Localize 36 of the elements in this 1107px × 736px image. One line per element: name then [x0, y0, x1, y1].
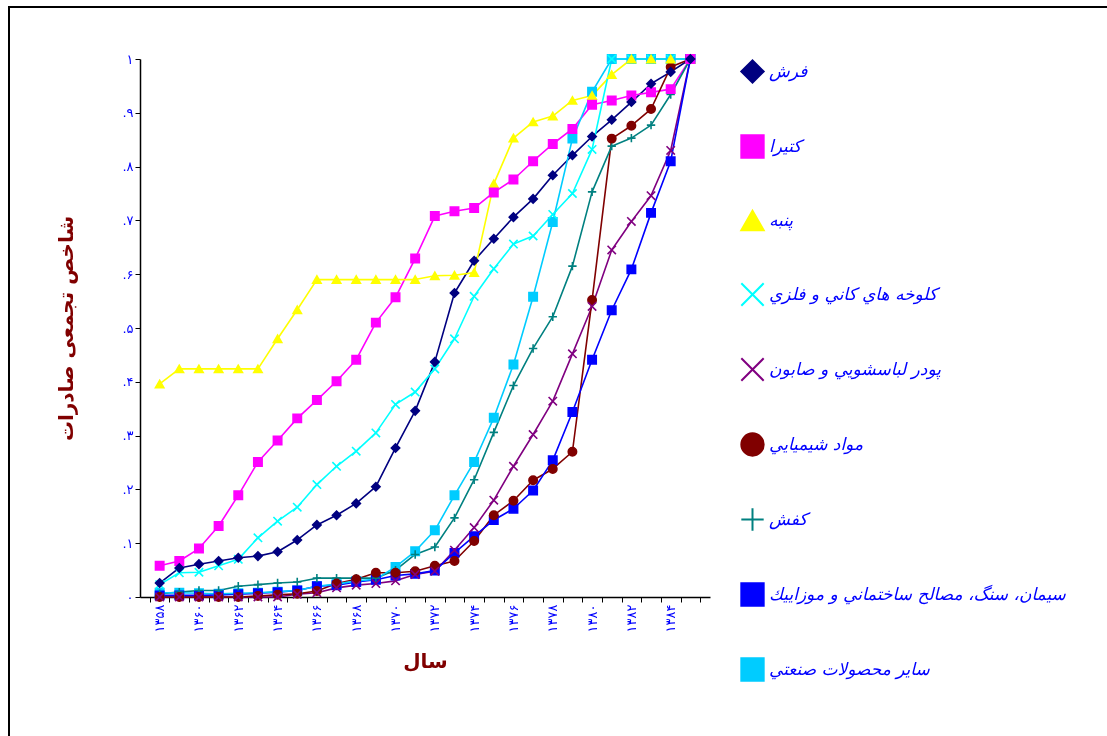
y-tick-label: ۰ [126, 589, 134, 605]
y-tick-label: .۲ [122, 481, 134, 497]
y-axis-title: شاخص تجمعی صادرات [54, 215, 79, 442]
legend-label: كفش [769, 508, 812, 530]
legend-label: كلوخه هاي كاني و فلزي [769, 283, 941, 305]
y-tick-label: .۳ [122, 428, 134, 444]
x-tick-label: ۱۳۸۴ [663, 604, 679, 633]
y-tick-label: .۴ [122, 374, 134, 390]
y-tick-label: .۹ [122, 105, 134, 121]
y-tick-label: ۱ [126, 51, 134, 67]
x-tick-label: ۱۳۵۸ [152, 604, 168, 633]
legend-label: پنبه [769, 209, 794, 231]
x-tick-label: ۱۳۶۶ [309, 604, 325, 633]
x-axis-title: سال [403, 649, 448, 674]
y-tick-label: .۱ [122, 535, 134, 551]
x-tick-label: ۱۳۷۸ [545, 604, 561, 633]
x-tick-label: ۱۳۶۸ [348, 604, 364, 633]
legend-label: کتیرا [769, 135, 806, 157]
x-tick-label: ۱۳۶۴ [270, 604, 286, 633]
y-tick-label: .۶ [122, 266, 134, 282]
legend-label: سيمان، سنگ، مصالح ساختماني و موزاييك [769, 583, 1067, 605]
y-tick-label: .۷ [122, 212, 134, 228]
y-tick-label: .۸ [122, 159, 134, 175]
legend-label: فرش [769, 60, 809, 82]
legend-label: ساير محصولات صنعتي [769, 658, 931, 680]
legend-label: پودر لباسشويي و صابون [769, 358, 942, 380]
x-tick-label: ۱۳۷۲ [427, 604, 443, 633]
y-tick-label: .۵ [122, 320, 134, 336]
legend-label: مواد شيميايي [769, 433, 863, 455]
x-tick-label: ۱۳۷۶ [505, 604, 521, 633]
x-tick-label: ۱۳۸۰ [584, 604, 600, 633]
x-tick-label: ۱۳۶۲ [230, 604, 246, 633]
x-tick-label: ۱۳۷۰ [388, 604, 404, 633]
x-tick-label: ۱۳۸۲ [623, 604, 639, 633]
x-tick-label: ۱۳۶۰ [191, 604, 207, 633]
x-tick-label: ۱۳۷۴ [466, 604, 482, 633]
